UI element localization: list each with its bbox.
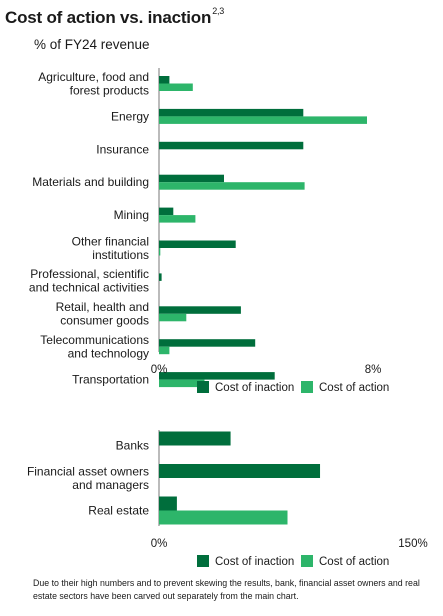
legend-label-cost-of-inaction: Cost of inaction <box>215 382 294 394</box>
bar-cost-of-inaction-insurance <box>159 141 304 150</box>
tick-label-min: 0% <box>151 538 168 550</box>
bar-cost-of-inaction-transportation <box>159 372 275 380</box>
bar-cost-of-action-real-estate <box>159 510 288 525</box>
footnote: Due to their high numbers and to prevent… <box>33 578 420 601</box>
bar-cost-of-inaction-other-financial-institutions <box>159 240 236 248</box>
bar-cost-of-action-agriculture-food-and-forest-products <box>159 83 193 91</box>
category-label-other-financial-institutions-line2: institutions <box>92 248 149 262</box>
legend-swatch-cost-of-action <box>301 555 313 567</box>
chart-subtitle: % of FY24 revenue <box>34 37 150 52</box>
category-label-other-financial-institutions-line1: Other financial <box>72 234 149 248</box>
chart-title: Cost of action vs. inaction2,3 <box>5 6 225 28</box>
bar-cost-of-action-mining <box>159 215 196 223</box>
category-label-telecommunications-and-technology-line2: and technology <box>68 346 149 360</box>
category-label-banks: Banks <box>116 439 149 453</box>
legend-swatch-cost-of-inaction <box>197 555 209 567</box>
category-label-agriculture-food-and-forest-products-line1: Agriculture, food and <box>38 70 149 84</box>
chart-title-text: Cost of action vs. inaction <box>5 8 212 27</box>
bar-cost-of-inaction-financial-asset-owners-and-managers <box>159 464 321 478</box>
legend-label-cost-of-action: Cost of action <box>319 382 389 394</box>
bar-cost-of-inaction-energy <box>159 108 304 117</box>
category-label-professional-scientific-and-technical-activities-line2: and technical activities <box>29 281 149 295</box>
bar-cost-of-inaction-agriculture-food-and-forest-products <box>159 76 170 84</box>
bar-cost-of-action-telecommunications-and-technology <box>159 346 170 355</box>
bar-cost-of-action-other-financial-institutions <box>159 248 161 256</box>
bar-cost-of-inaction-retail-health-and-consumer-goods <box>159 306 241 314</box>
category-label-financial-asset-owners-and-managers-line1: Financial asset owners <box>27 464 149 478</box>
tick-label-max: 150% <box>398 538 427 550</box>
bar-cost-of-action-retail-health-and-consumer-goods <box>159 313 187 322</box>
category-label-mining: Mining <box>114 208 149 222</box>
bar-cost-of-inaction-real-estate <box>159 496 177 511</box>
legend-swatch-cost-of-inaction <box>197 381 209 393</box>
category-label-transportation: Transportation <box>72 373 149 387</box>
legend-label-cost-of-inaction: Cost of inaction <box>215 556 294 568</box>
category-label-retail-health-and-consumer-goods-line1: Retail, health and <box>56 300 149 314</box>
category-label-insurance: Insurance <box>96 142 149 156</box>
tick-label-min: 0% <box>151 364 168 376</box>
category-label-agriculture-food-and-forest-products-line2: forest products <box>70 83 149 97</box>
category-label-retail-health-and-consumer-goods-line2: consumer goods <box>60 314 149 328</box>
bar-cost-of-action-transportation <box>159 379 205 388</box>
legend-swatch-cost-of-action <box>301 381 313 393</box>
legend-label-cost-of-action: Cost of action <box>319 556 389 568</box>
tick-label-max: 8% <box>365 364 382 376</box>
category-label-materials-and-building: Materials and building <box>32 175 149 189</box>
bar-cost-of-inaction-telecommunications-and-technology <box>159 339 256 347</box>
chart-title-footnote-ref: 2,3 <box>212 6 225 17</box>
bar-cost-of-inaction-banks <box>159 431 231 446</box>
bar-cost-of-inaction-professional-scientific-and-technical-activities <box>159 273 162 281</box>
bar-cost-of-inaction-mining <box>159 207 174 216</box>
bar-cost-of-action-materials-and-building <box>159 182 305 190</box>
category-label-financial-asset-owners-and-managers-line2: and managers <box>72 478 149 492</box>
category-label-energy: Energy <box>111 109 149 123</box>
bar-cost-of-action-energy <box>159 116 367 124</box>
category-label-professional-scientific-and-technical-activities-line1: Professional, scientific <box>30 267 149 281</box>
bar-cost-of-inaction-materials-and-building <box>159 174 224 183</box>
category-label-telecommunications-and-technology-line1: Telecommunications <box>40 333 149 347</box>
category-label-real-estate: Real estate <box>88 504 149 518</box>
